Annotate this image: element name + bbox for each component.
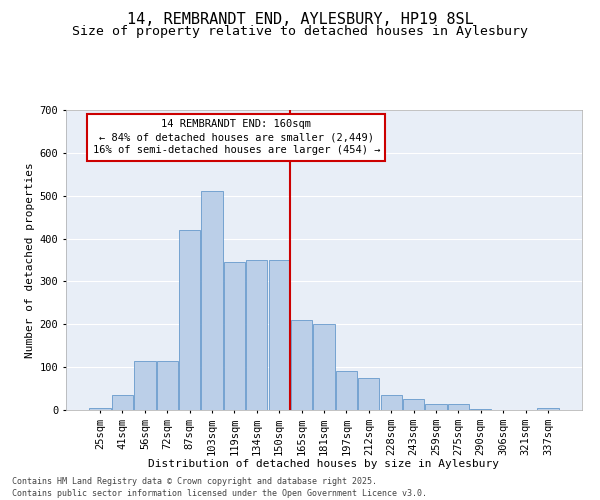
Bar <box>179 230 200 410</box>
Bar <box>336 372 357 410</box>
Bar <box>134 360 155 410</box>
Bar <box>380 395 402 410</box>
Bar <box>89 408 111 410</box>
Bar <box>246 260 268 410</box>
Bar <box>358 378 379 410</box>
Text: 14, REMBRANDT END, AYLESBURY, HP19 8SL: 14, REMBRANDT END, AYLESBURY, HP19 8SL <box>127 12 473 28</box>
Bar <box>202 192 223 410</box>
X-axis label: Distribution of detached houses by size in Aylesbury: Distribution of detached houses by size … <box>149 460 499 469</box>
Bar <box>157 360 178 410</box>
Bar <box>448 404 469 410</box>
Text: 14 REMBRANDT END: 160sqm
← 84% of detached houses are smaller (2,449)
16% of sem: 14 REMBRANDT END: 160sqm ← 84% of detach… <box>92 119 380 156</box>
Bar <box>224 262 245 410</box>
Bar <box>112 395 133 410</box>
Bar <box>291 320 312 410</box>
Text: Contains HM Land Registry data © Crown copyright and database right 2025.
Contai: Contains HM Land Registry data © Crown c… <box>12 476 427 498</box>
Bar <box>425 404 446 410</box>
Text: Size of property relative to detached houses in Aylesbury: Size of property relative to detached ho… <box>72 25 528 38</box>
Bar <box>470 408 491 410</box>
Bar <box>403 400 424 410</box>
Y-axis label: Number of detached properties: Number of detached properties <box>25 162 35 358</box>
Bar <box>537 408 559 410</box>
Bar <box>313 324 335 410</box>
Bar <box>269 260 290 410</box>
